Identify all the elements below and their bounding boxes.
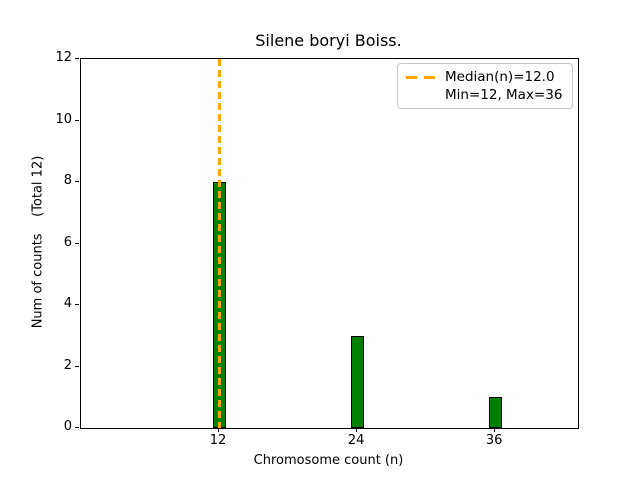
legend-entry-median: Median(n)=12.0 xyxy=(406,68,564,86)
legend-label-minmax: Min=12, Max=36 xyxy=(445,87,563,103)
y-tick-label-6: 6 xyxy=(63,234,72,250)
legend-label-median: Median(n)=12.0 xyxy=(445,69,555,85)
empty-legend-marker xyxy=(406,94,435,97)
legend: Median(n)=12.0 Min=12, Max=36 xyxy=(397,63,573,109)
median-line xyxy=(217,59,221,428)
x-axis-label: Chromosome count (n) xyxy=(253,453,404,468)
chart-title: Silene boryi Boiss. xyxy=(255,31,402,50)
x-tick-mark-24 xyxy=(356,428,358,432)
x-tick-mark-36 xyxy=(494,428,496,432)
y-tick-mark-4 xyxy=(75,304,79,305)
bar-n36 xyxy=(488,397,502,428)
y-tick-mark-12 xyxy=(75,58,79,59)
y-tick-mark-6 xyxy=(75,242,79,244)
y-tick-label-0: 0 xyxy=(63,419,72,434)
y-tick-mark-8 xyxy=(75,181,79,182)
x-tick-label-36: 36 xyxy=(485,433,503,448)
x-tick-mark-12 xyxy=(218,428,220,432)
x-tick-label-12: 12 xyxy=(209,433,227,448)
y-tick-label-2: 2 xyxy=(63,357,72,373)
y-tick-label-12: 12 xyxy=(55,50,72,65)
dashed-line-legend-marker xyxy=(406,75,435,79)
bar-n24 xyxy=(350,335,364,428)
x-tick-label-24: 24 xyxy=(347,433,365,448)
y-tick-mark-10 xyxy=(75,119,79,121)
y-tick-mark-2 xyxy=(75,365,79,367)
y-tick-mark-0 xyxy=(75,427,79,428)
plot-area: Median(n)=12.0 Min=12, Max=36 xyxy=(80,58,579,429)
y-tick-label-8: 8 xyxy=(63,173,72,188)
legend-entry-minmax: Min=12, Max=36 xyxy=(406,86,564,104)
y-tick-label-4: 4 xyxy=(63,296,72,311)
y-axis-label: Num of counts (Total 12) xyxy=(30,155,46,329)
y-tick-label-10: 10 xyxy=(55,111,72,127)
